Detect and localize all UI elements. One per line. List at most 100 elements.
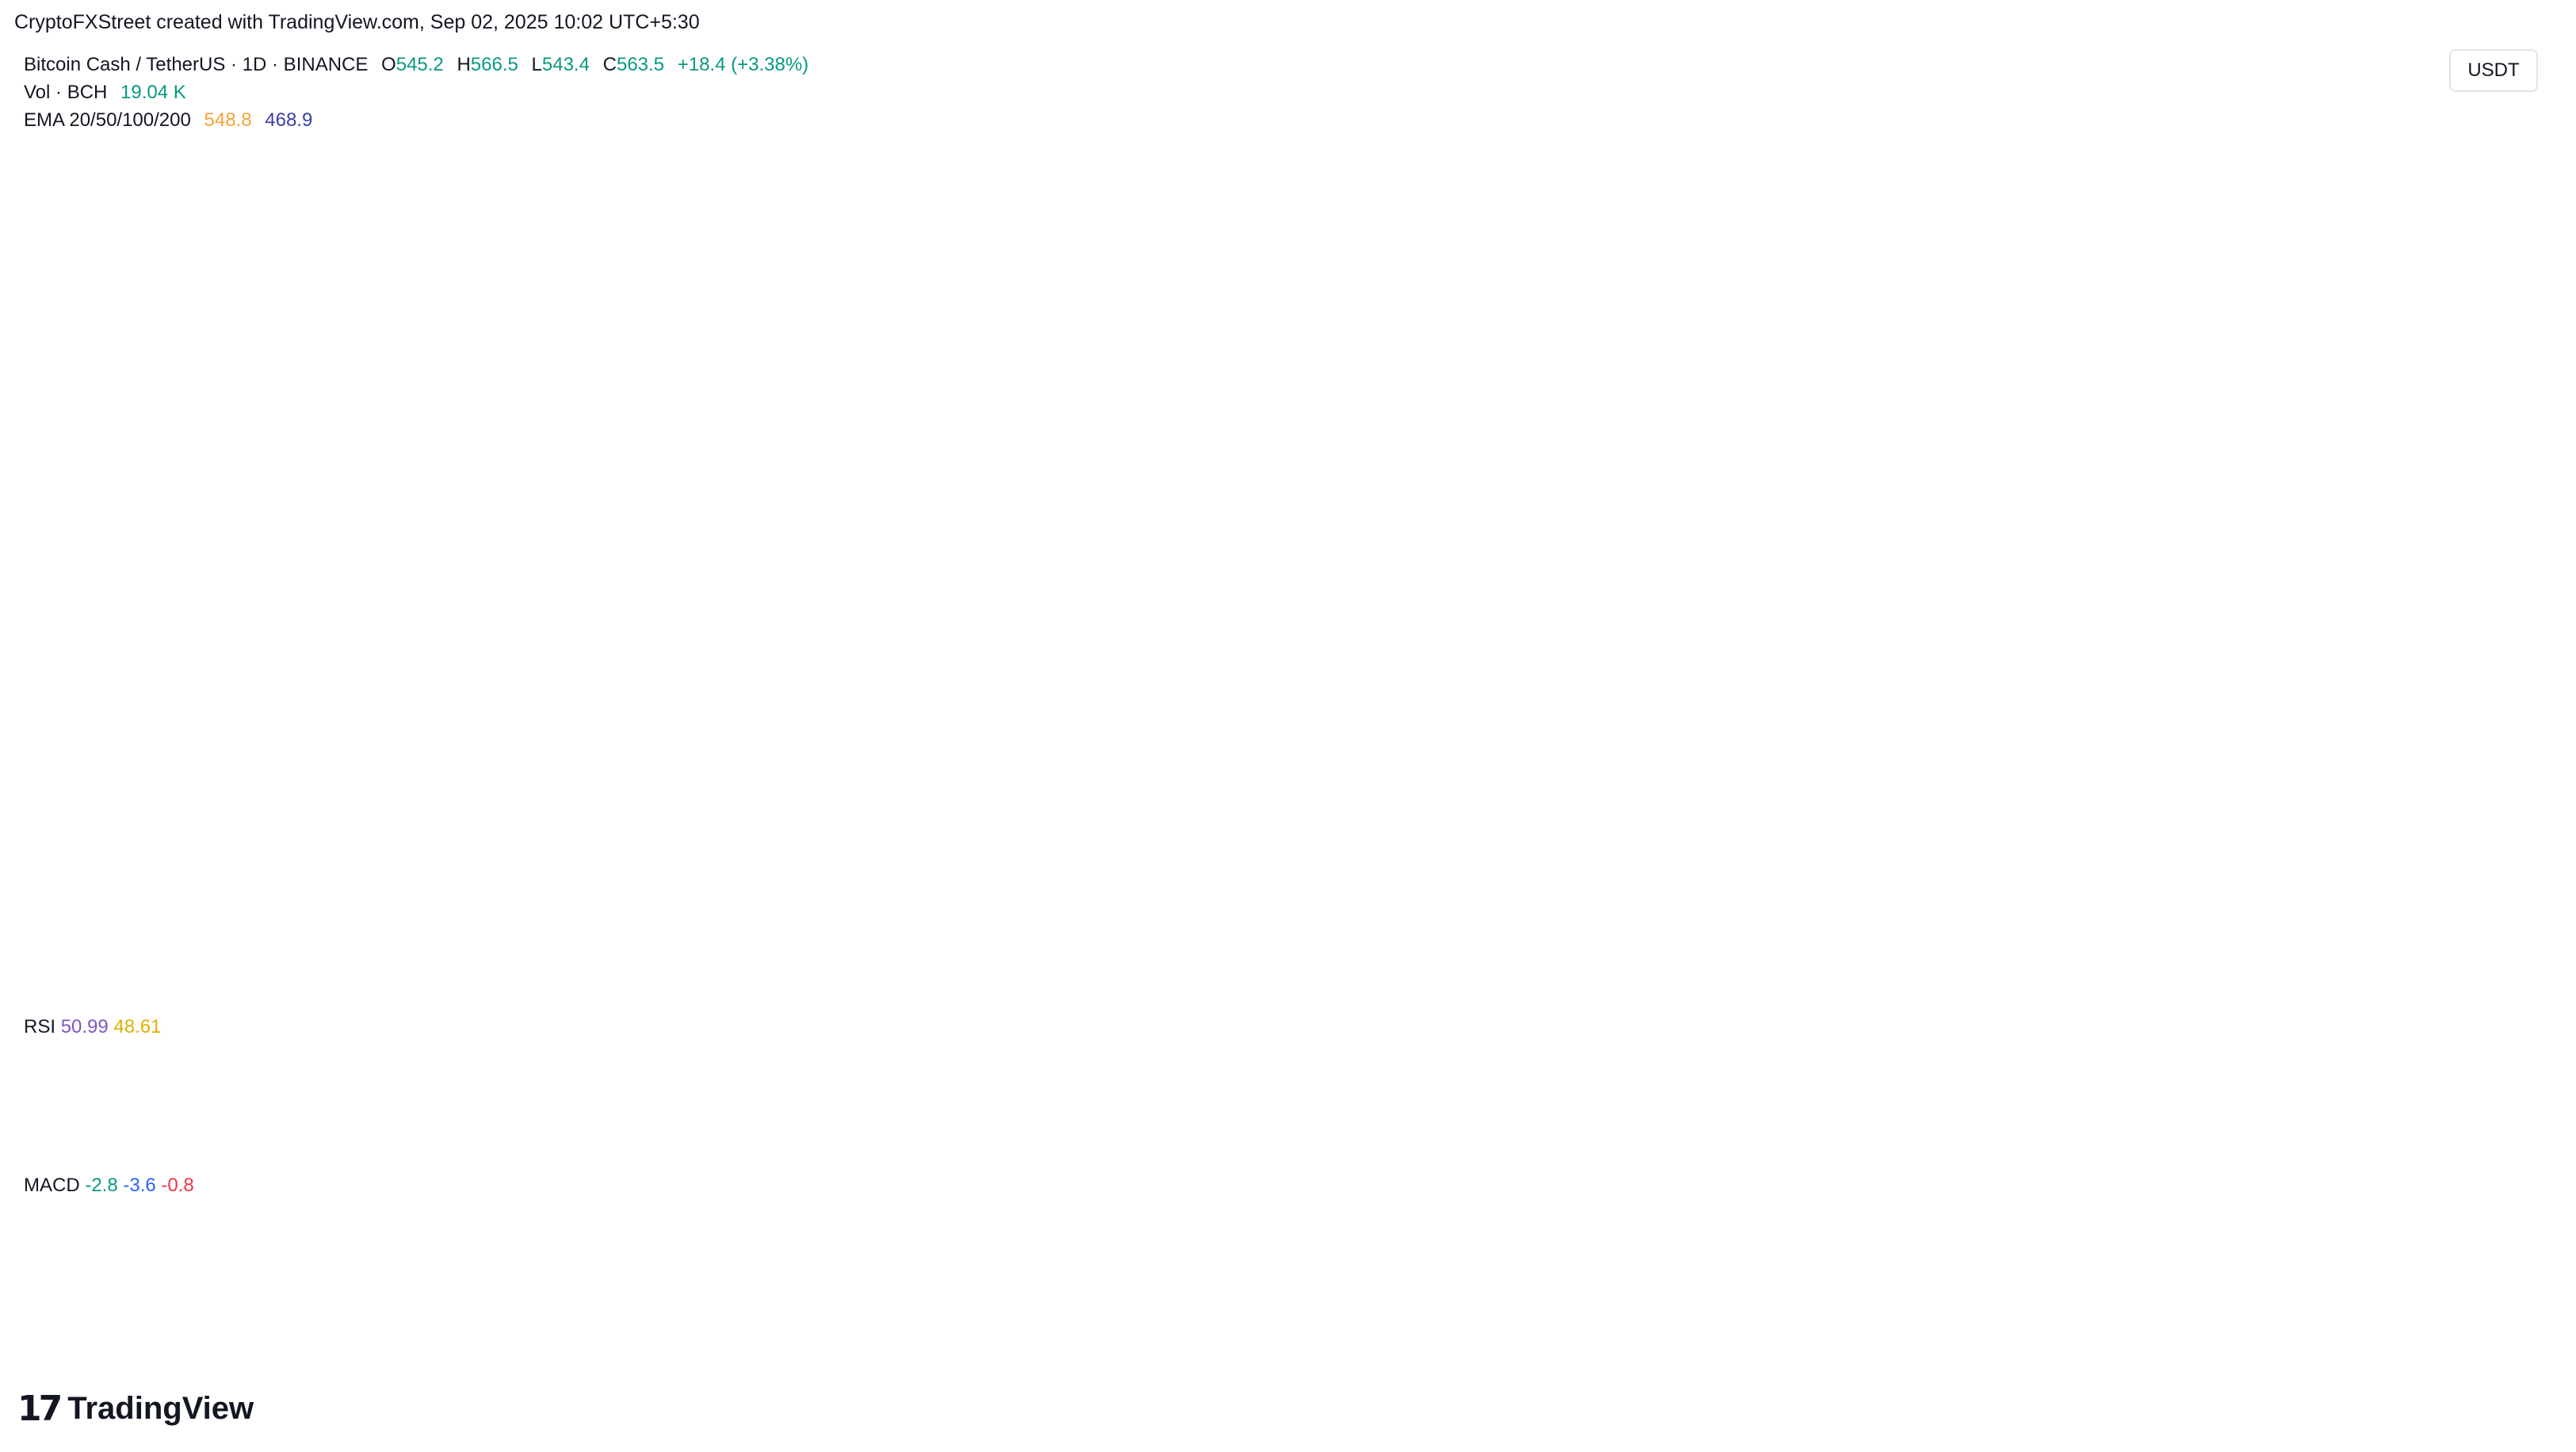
volume-bar: [608, 942, 615, 1000]
volume-bar: [1828, 969, 1835, 1000]
rsi-badge: 50.99: [2470, 1076, 2520, 1098]
volume-bar: [1994, 965, 2001, 1000]
currency-button[interactable]: USDT: [2449, 49, 2538, 92]
volume-badge-bg: [2460, 973, 2566, 1002]
chart-attribution: CryptoFXStreet created with TradingView.…: [14, 11, 700, 33]
macd-histogram-bar: [1794, 1249, 1802, 1254]
macd-histogram-bar: [981, 1254, 988, 1255]
candle-body: [1338, 502, 1347, 537]
macd-histogram-bar: [1263, 1249, 1271, 1254]
macd-histogram-bar: [2284, 1254, 2291, 1263]
macd-histogram-bar: [1114, 1241, 1122, 1254]
candle-body: [1064, 852, 1072, 889]
tradingview-logo[interactable]: 17 TradingView: [17, 1389, 254, 1429]
volume-bar: [658, 979, 665, 1000]
ema200-badge-bg: [2460, 407, 2566, 437]
volume-bar: [1206, 972, 1213, 1000]
candle-body: [873, 671, 881, 686]
volume-bar: [1612, 953, 1619, 1000]
candle-body: [1935, 326, 1943, 346]
candle-body: [674, 705, 682, 723]
macd-legend[interactable]: MACD -2.8 -3.6 -0.8: [24, 1175, 194, 1197]
candle-body: [1329, 487, 1338, 535]
candle-body: [2292, 271, 2300, 300]
candle-body: [533, 581, 541, 685]
candle-body: [1528, 548, 1537, 554]
candle-body: [1279, 593, 1288, 607]
volume-bar: [318, 967, 325, 1000]
macd-histogram-bar: [1139, 1241, 1146, 1254]
candle-body: [1537, 547, 1546, 574]
macd-histogram-bar: [990, 1254, 997, 1257]
high-label: H: [457, 54, 471, 75]
ema-legend[interactable]: EMA 20/50/100/200 548.8 468.9: [24, 109, 320, 132]
candle-body: [334, 390, 342, 445]
macd-histogram-bar: [1878, 1254, 1885, 1259]
candle-body: [1794, 347, 1802, 358]
macd-histogram-bar: [766, 1243, 773, 1254]
volume-bar: [44, 957, 51, 1000]
macd-histogram-bar: [168, 1254, 175, 1268]
candle-body: [707, 719, 716, 734]
volume-bar: [724, 969, 732, 1000]
volume-legend[interactable]: Vol · BCH 19.04 K: [24, 82, 194, 104]
volume-bar: [990, 818, 997, 1000]
macd-histogram-bar: [617, 1253, 624, 1255]
macd-badge: -3.6: [2470, 1277, 2504, 1299]
candle-body: [732, 791, 740, 830]
candle-body: [126, 278, 135, 290]
last-price-badge-bg: [2460, 254, 2566, 311]
symbol-legend[interactable]: Bitcoin Cash / TetherUS · 1D · BINANCE O…: [24, 54, 816, 76]
macd-histogram-bar: [1189, 1240, 1196, 1254]
rsi-ma-badge: 48.61: [2470, 1084, 2520, 1106]
volume-bar: [168, 972, 175, 1000]
candle-body: [2027, 302, 2035, 306]
macd-histogram-bar: [52, 1234, 59, 1254]
macd-histogram-bar: [1978, 1249, 1985, 1254]
macd-histogram-bar: [459, 1253, 466, 1255]
volume-bar: [2284, 961, 2291, 1000]
macd-histogram-bar: [1778, 1249, 1785, 1254]
volume-bar: [1015, 956, 1022, 1000]
macd-histogram-bar: [741, 1252, 748, 1254]
macd-histogram-bar: [392, 1250, 399, 1254]
volume-bar: [102, 946, 109, 1000]
candle-body: [1205, 639, 1213, 646]
candle-body: [2093, 247, 2101, 266]
volume-bar: [376, 959, 383, 1000]
volume-bar: [583, 957, 590, 1000]
macd-histogram-bar: [1969, 1251, 1976, 1254]
candle-body: [1901, 337, 1910, 346]
volume-bar: [1347, 942, 1354, 1000]
volume-value: 19.04 K: [120, 82, 186, 103]
candle-body: [433, 418, 441, 430]
volume-bar: [1181, 959, 1188, 1000]
volume-bar: [1073, 960, 1080, 1000]
volume-bar: [2168, 941, 2175, 1000]
macd-histogram-bar: [1961, 1253, 1968, 1255]
macd-histogram-bar: [1720, 1251, 1727, 1254]
candle-body: [1595, 485, 1603, 494]
macd-histogram-bar: [1538, 1254, 1545, 1260]
candle-body: [915, 708, 923, 721]
volume-bar: [260, 980, 267, 1000]
volume-bar: [2093, 968, 2100, 1000]
reference-lines: 1 (640.0) 0.786 (523.1) 0.5 (399.5) 0 (249.…: [62, 143, 2441, 939]
candle-body: [657, 701, 666, 710]
volume-bar: [127, 977, 134, 1000]
candle-body: [1695, 399, 1703, 428]
level-453-badge-bg: [2460, 435, 2566, 464]
candle-body: [317, 363, 326, 371]
ema200-line: [13, 421, 2297, 598]
time-tick-label: Sep: [2270, 1332, 2305, 1355]
rsi-legend[interactable]: RSI 50.99 48.61: [24, 1016, 161, 1038]
candle-body: [193, 404, 201, 457]
candle-body: [1155, 691, 1164, 733]
candle-body: [525, 537, 533, 586]
candle-body: [2135, 179, 2143, 185]
volume-bar: [1521, 980, 1528, 1000]
volume-bar: [617, 976, 624, 1000]
macd-histogram-bar: [940, 1254, 947, 1255]
volume-bar: [285, 973, 292, 1000]
